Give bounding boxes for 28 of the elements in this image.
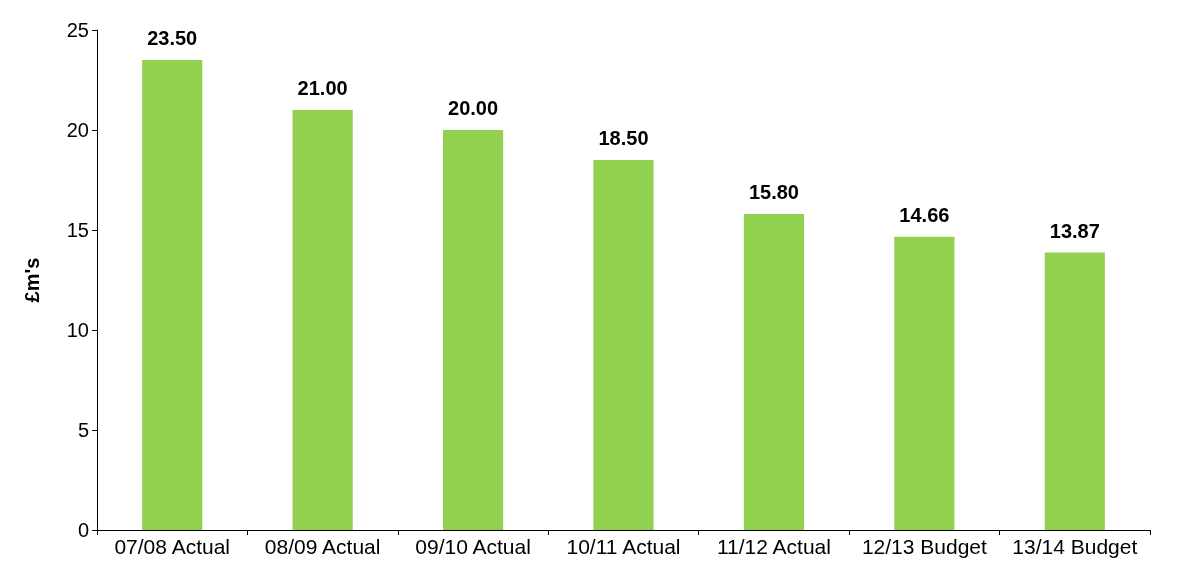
bar <box>894 236 955 530</box>
bar <box>442 130 504 530</box>
y-tick-label: 20 <box>66 119 89 141</box>
bar <box>743 214 805 530</box>
y-tick-label: 5 <box>77 419 89 441</box>
x-tick-label: 13/14 Budget <box>1012 535 1138 558</box>
x-tick-label: 10/11 Actual <box>566 535 681 558</box>
x-tick-label: 09/10 Actual <box>415 535 531 558</box>
y-tick-label: 0 <box>77 519 89 541</box>
x-tick-label: 12/13 Budget <box>861 535 987 558</box>
data-label: 23.50 <box>147 27 198 49</box>
data-label: 15.80 <box>748 181 799 203</box>
x-tick-label: 11/12 Actual <box>716 535 831 558</box>
bar <box>292 110 353 530</box>
bar <box>142 60 203 530</box>
x-tick-label: 07/08 Actual <box>114 535 231 558</box>
y-tick-label: 10 <box>66 319 89 341</box>
y-tick-label: 15 <box>66 219 89 241</box>
y-tick-label: 25 <box>66 19 89 41</box>
x-tick-label: 08/09 Actual <box>264 535 381 558</box>
bar <box>1044 252 1105 530</box>
data-label: 13.87 <box>1049 219 1100 242</box>
y-axis-title: £m's <box>21 257 43 303</box>
data-label: 18.50 <box>598 127 649 149</box>
data-label: 21.00 <box>297 77 348 99</box>
data-label: 14.66 <box>899 203 950 226</box>
data-label: 20.00 <box>448 97 499 119</box>
bar <box>593 160 654 530</box>
